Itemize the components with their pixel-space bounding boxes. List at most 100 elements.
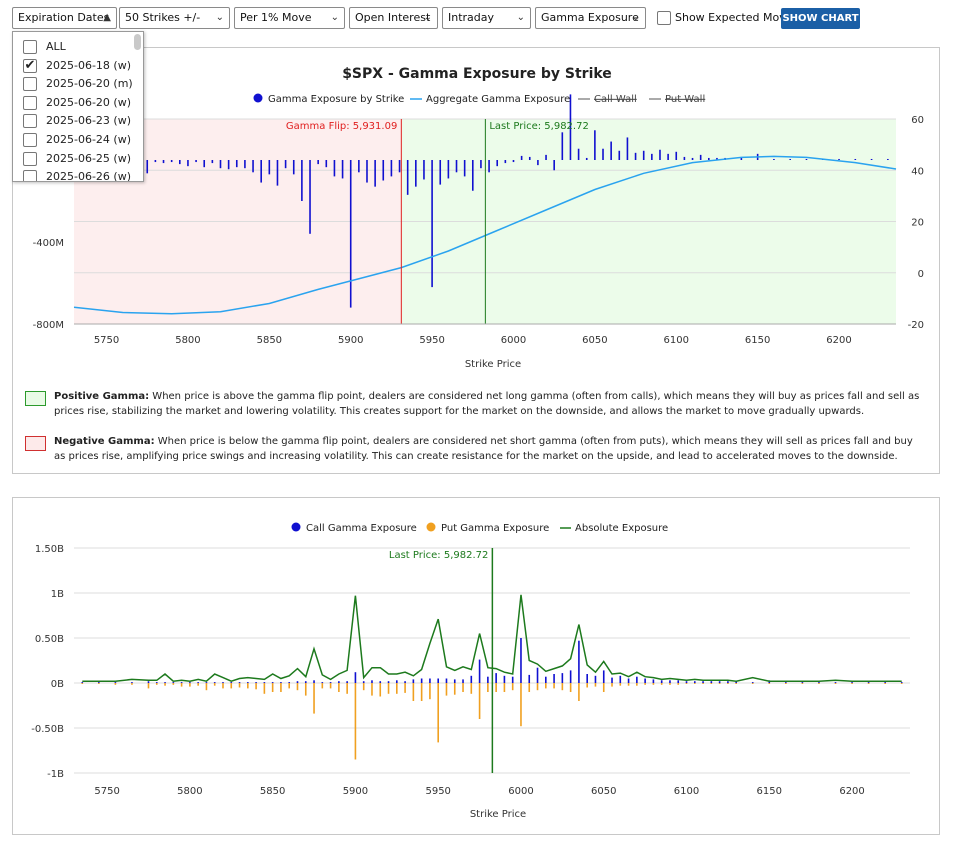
gamma-bar (211, 160, 214, 164)
call-bar (205, 682, 208, 684)
expiration-option[interactable]: 2025-06-25 (w) (13, 150, 133, 168)
call-bar (619, 675, 622, 683)
y-tick-labels: 1.50B 1B 0.50B 0B -0.50B -1B (31, 544, 64, 780)
gamma-bar (569, 94, 572, 160)
dropdown-scrollbar[interactable] (134, 34, 141, 50)
x-tick-label: 6000 (501, 335, 526, 346)
call-bar (785, 682, 787, 684)
put-bar (172, 683, 175, 685)
strikes-select[interactable]: 50 Strikes +/- ⌄ (119, 7, 230, 29)
expiration-option[interactable]: ALL (13, 38, 133, 56)
left-tick-label: -400M (33, 238, 64, 249)
call-bar (230, 682, 233, 684)
gamma-bar (195, 160, 197, 163)
call-bar (371, 680, 373, 683)
put-bar (222, 683, 224, 689)
show-chart-button[interactable]: SHOW CHART (781, 8, 860, 29)
put-bar (693, 683, 696, 684)
put-bar (702, 683, 704, 684)
left-tick-labels: 0M-400M-800M (33, 156, 64, 331)
gamma-bar (610, 141, 612, 160)
call-bar (487, 676, 489, 683)
expiration-option[interactable]: 2025-06-23 (w) (13, 112, 133, 130)
legend-put-wall[interactable]: Put Wall (665, 94, 705, 105)
gamma-bar (268, 160, 271, 175)
gamma-bar (642, 150, 645, 160)
checkmark-icon[interactable]: ✔ (23, 57, 37, 73)
metric-label: Open Interest (355, 11, 431, 24)
gamma-bar (187, 160, 189, 167)
put-bar (851, 683, 853, 684)
put-bar (288, 683, 291, 689)
put-bar (801, 683, 804, 684)
gamma-bar (276, 160, 279, 186)
metric-select[interactable]: Open Interest ⌄ (349, 7, 438, 29)
option-checkbox[interactable] (23, 77, 37, 92)
put-bar (437, 683, 439, 743)
put-bar (884, 683, 886, 684)
put-bar (420, 683, 423, 701)
put-bar (338, 683, 340, 692)
gamma-bar (341, 160, 344, 179)
x-tick-label: 5950 (419, 335, 444, 346)
call-put-exposure-panel: Last Price: 5,982.72 5750 5800 5850 5900 595… (12, 497, 940, 835)
put-bar (528, 683, 531, 692)
call-bar (669, 680, 671, 683)
put-bar (304, 683, 307, 696)
right-tick-label: 20 (911, 218, 924, 229)
call-bar (354, 672, 357, 683)
option-checkbox[interactable] (23, 114, 37, 129)
call-bar (81, 682, 84, 684)
put-bar (247, 683, 249, 689)
expected-move-checkbox[interactable] (657, 11, 671, 25)
move-select[interactable]: Per 1% Move ⌄ (234, 7, 345, 29)
exposure-select[interactable]: Gamma Exposure ⌄ (535, 7, 646, 29)
call-bar (801, 682, 804, 684)
expiration-option[interactable]: 2025-06-26 (w) (13, 168, 133, 181)
positive-gamma-text: When price is above the gamma flip point… (54, 391, 920, 417)
call-bar (735, 681, 737, 683)
expiration-dates-select[interactable]: Expiration Dates ▲ (12, 7, 117, 29)
chevron-down-icon: ⌄ (423, 12, 432, 23)
put-bar (453, 683, 456, 695)
gamma-bar (577, 148, 580, 160)
option-checkbox[interactable] (23, 40, 37, 54)
legend-aggregate[interactable]: Aggregate Gamma Exposure (426, 94, 570, 105)
gamma-bar (447, 160, 450, 179)
y-tick-label: -1B (47, 769, 64, 780)
timeframe-select[interactable]: Intraday ⌄ (442, 7, 531, 29)
legend-absolute[interactable]: Absolute Exposure (575, 523, 668, 534)
chevron-down-icon: ⌄ (516, 12, 525, 23)
gamma-bar (203, 160, 206, 168)
expiration-option[interactable]: 2025-06-24 (w) (13, 131, 133, 149)
expiration-option[interactable]: ✔ 2025-06-18 (w) (13, 57, 133, 75)
expiration-option[interactable]: 2025-06-20 (m) (13, 75, 133, 93)
gamma-bar (854, 158, 857, 160)
x-tick-label: 5850 (260, 786, 285, 797)
call-bar (263, 682, 266, 684)
call-bar (818, 682, 820, 684)
option-checkbox[interactable] (23, 151, 37, 166)
gamma-bar (325, 160, 328, 168)
call-bar (429, 678, 431, 683)
x-tick-labels: 5750 5800 5850 5900 5950 6000 6050 6100 6150 6200 (94, 335, 852, 346)
call-bar (329, 682, 332, 684)
legend-call-wall[interactable]: Call Wall (594, 94, 637, 105)
put-bar (545, 683, 547, 689)
option-checkbox[interactable] (23, 95, 37, 110)
legend-call[interactable]: Call Gamma Exposure (306, 523, 417, 534)
option-checkbox[interactable] (23, 170, 37, 181)
gamma-bar (227, 160, 230, 170)
expiration-option[interactable]: 2025-06-20 (w) (13, 94, 133, 112)
put-bar (834, 683, 837, 684)
gamma-bar (585, 157, 588, 160)
call-bar (420, 678, 423, 683)
call-bar (338, 681, 340, 683)
legend-put[interactable]: Put Gamma Exposure (441, 523, 549, 534)
expiration-dates-dropdown[interactable]: ALL ✔ 2025-06-18 (w) 2025-06-20 (m) 2025-06-… (12, 31, 144, 182)
expiration-dates-label: Expiration Dates (18, 11, 110, 24)
put-bar (553, 683, 555, 689)
gamma-bar (390, 160, 393, 177)
gamma-bar (349, 160, 352, 308)
option-checkbox[interactable] (23, 133, 37, 147)
